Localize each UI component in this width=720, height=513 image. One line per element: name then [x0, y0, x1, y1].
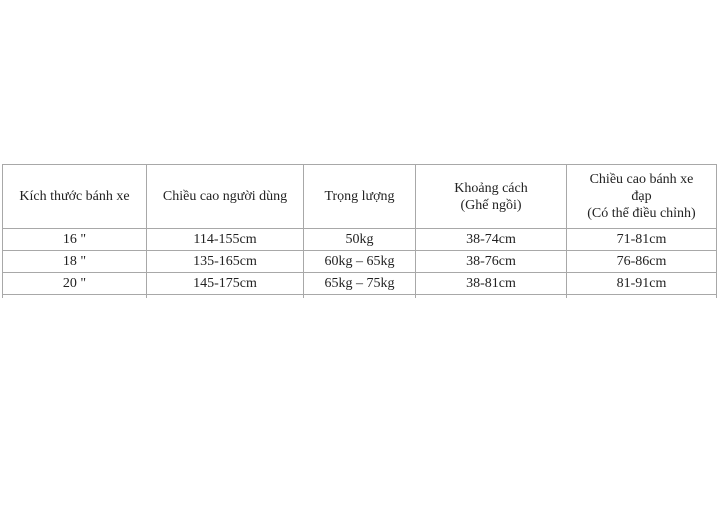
header-bike-height: Chiều cao bánh xe đạp (Có thể điều chỉnh… [566, 164, 717, 229]
table-row-partial [2, 294, 717, 299]
cell-bike-height: 81-91cm [566, 272, 717, 295]
header-weight: Trọng lượng [303, 164, 416, 229]
cell-seat-distance: 38-74cm [415, 228, 567, 251]
table-row: 20 " 145-175cm 65kg – 75kg 38-81cm 81-91cm [2, 272, 717, 295]
cell-weight: 50kg [303, 228, 416, 251]
cell-seat-distance: 38-81cm [415, 272, 567, 295]
table-row: 18 " 135-165cm 60kg – 65kg 38-76cm 76-86cm [2, 250, 717, 273]
cell-user-height: 135-165cm [146, 250, 304, 273]
cell-weight: 60kg – 65kg [303, 250, 416, 273]
header-row: Kích thước bánh xe Chiều cao người dùng … [2, 164, 717, 229]
header-wheel-size: Kích thước bánh xe [2, 164, 147, 229]
cell-bike-height: 76-86cm [566, 250, 717, 273]
header-seat-distance: Khoảng cách (Ghế ngồi) [415, 164, 567, 229]
table-row: 16 " 114-155cm 50kg 38-74cm 71-81cm [2, 228, 717, 251]
cell-user-height: 145-175cm [146, 272, 304, 295]
blank-area [0, 298, 720, 513]
cell-wheel-size: 20 " [2, 272, 147, 295]
size-table: Kích thước bánh xe Chiều cao người dùng … [2, 164, 717, 299]
cell-bike-height: 71-81cm [566, 228, 717, 251]
cell-user-height: 114-155cm [146, 228, 304, 251]
cell-weight: 65kg – 75kg [303, 272, 416, 295]
cell-wheel-size: 16 " [2, 228, 147, 251]
cell-wheel-size: 18 " [2, 250, 147, 273]
cell-empty [566, 294, 717, 299]
header-user-height: Chiều cao người dùng [146, 164, 304, 229]
cell-seat-distance: 38-76cm [415, 250, 567, 273]
